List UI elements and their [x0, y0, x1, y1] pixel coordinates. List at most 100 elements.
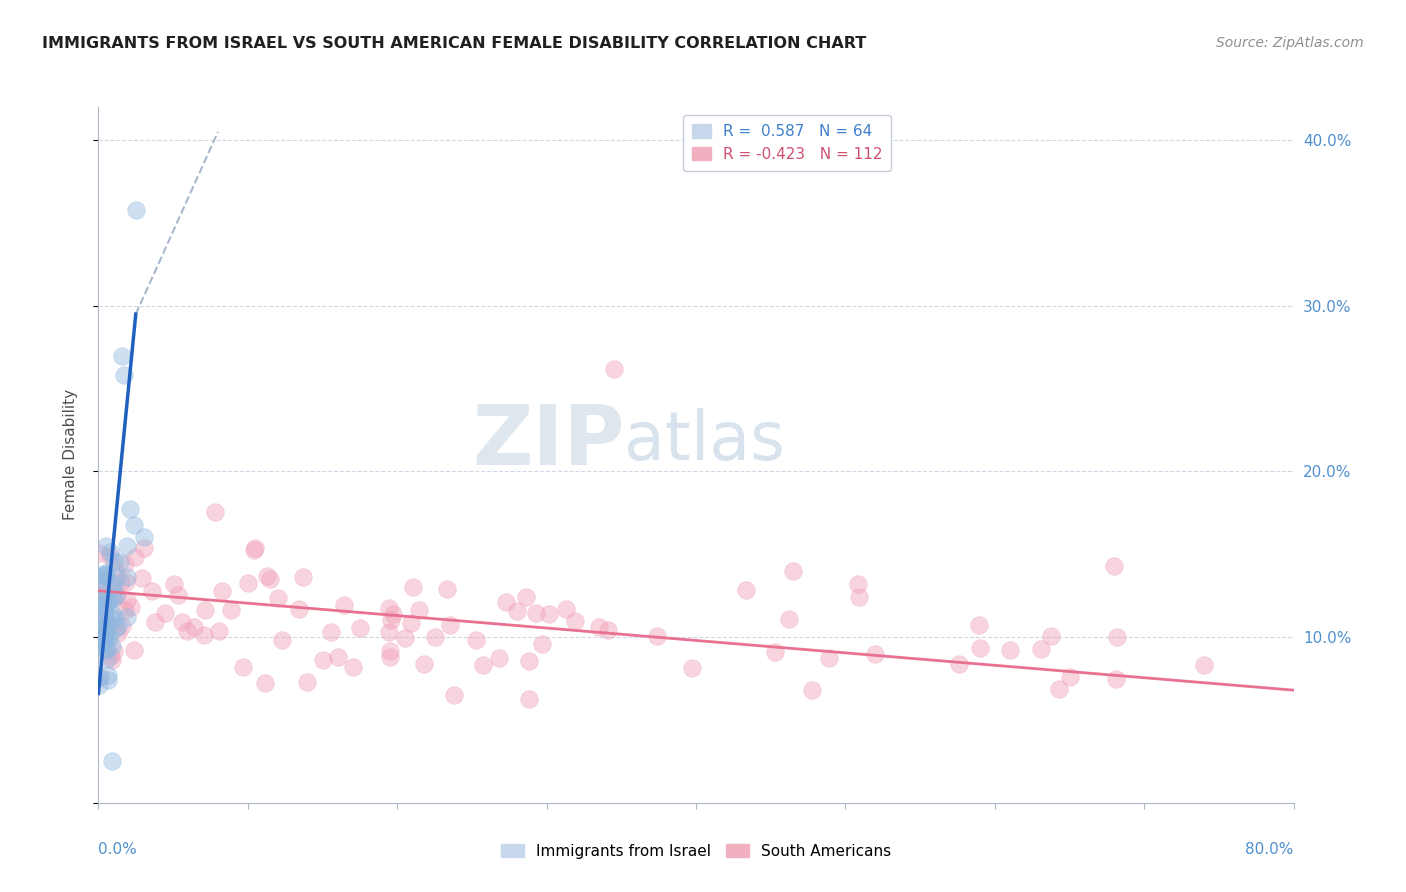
Point	[266, 591, 288, 605]
Point	[131, 571, 153, 585]
Point	[219, 603, 242, 617]
Point	[176, 624, 198, 638]
Point	[505, 604, 527, 618]
Point	[101, 591, 124, 605]
Point	[115, 610, 138, 624]
Point	[588, 620, 610, 634]
Point	[295, 674, 318, 689]
Point	[204, 505, 226, 519]
Point	[443, 688, 465, 702]
Point	[89, 670, 111, 684]
Point	[89, 591, 111, 606]
Point	[125, 202, 148, 217]
Point	[848, 591, 870, 605]
Point	[103, 576, 125, 591]
Text: Source: ZipAtlas.com: Source: ZipAtlas.com	[1216, 36, 1364, 50]
Point	[91, 636, 114, 650]
Point	[243, 541, 266, 556]
Point	[134, 541, 156, 556]
Point	[1059, 669, 1081, 683]
Point	[488, 651, 510, 665]
Point	[124, 549, 146, 564]
Point	[103, 611, 125, 625]
Point	[89, 574, 111, 588]
Point	[735, 582, 758, 597]
Point	[259, 572, 281, 586]
Point	[108, 555, 131, 569]
Point	[167, 588, 190, 602]
Point	[817, 651, 839, 665]
Point	[515, 590, 537, 604]
Point	[143, 615, 166, 630]
Point	[948, 657, 970, 672]
Point	[122, 518, 145, 533]
Point	[97, 668, 120, 682]
Point	[114, 557, 136, 571]
Point	[312, 653, 335, 667]
Point	[162, 576, 184, 591]
Point	[105, 588, 128, 602]
Point	[538, 607, 561, 621]
Point	[91, 624, 114, 638]
Point	[87, 623, 110, 637]
Point	[94, 633, 117, 648]
Point	[120, 501, 142, 516]
Point	[112, 368, 135, 383]
Legend: Immigrants from Israel, South Americans: Immigrants from Israel, South Americans	[495, 838, 897, 864]
Y-axis label: Female Disability: Female Disability	[63, 389, 77, 521]
Point	[96, 651, 118, 665]
Point	[111, 619, 134, 633]
Point	[381, 607, 404, 621]
Point	[93, 634, 115, 648]
Point	[1104, 558, 1126, 573]
Point	[110, 575, 132, 590]
Point	[848, 577, 870, 591]
Point	[408, 602, 430, 616]
Point	[100, 606, 122, 620]
Point	[87, 639, 110, 653]
Point	[100, 612, 122, 626]
Point	[342, 659, 364, 673]
Text: 0.0%: 0.0%	[98, 842, 138, 856]
Point	[778, 612, 800, 626]
Point	[91, 624, 114, 639]
Point	[603, 361, 626, 376]
Point	[94, 643, 117, 657]
Point	[120, 600, 142, 615]
Point	[94, 539, 117, 553]
Point	[97, 594, 120, 608]
Point	[87, 546, 110, 560]
Point	[471, 658, 494, 673]
Point	[465, 633, 488, 648]
Point	[380, 613, 402, 627]
Point	[97, 673, 120, 688]
Point	[378, 650, 401, 665]
Point	[105, 570, 128, 584]
Point	[377, 601, 399, 615]
Point	[211, 583, 233, 598]
Point	[288, 601, 311, 615]
Point	[115, 539, 138, 553]
Point	[319, 624, 342, 639]
Point	[111, 349, 134, 363]
Point	[93, 591, 115, 605]
Point	[517, 654, 540, 668]
Point	[763, 645, 786, 659]
Point	[101, 639, 124, 653]
Point	[93, 628, 115, 642]
Point	[94, 618, 117, 632]
Point	[101, 755, 124, 769]
Point	[183, 620, 205, 634]
Point	[96, 597, 118, 611]
Point	[413, 657, 436, 672]
Point	[96, 641, 118, 656]
Point	[94, 568, 117, 582]
Point	[645, 629, 668, 643]
Point	[100, 545, 122, 559]
Point	[100, 648, 122, 663]
Point	[89, 670, 111, 684]
Point	[96, 591, 118, 605]
Point	[115, 570, 138, 584]
Point	[782, 564, 804, 578]
Point	[94, 626, 117, 640]
